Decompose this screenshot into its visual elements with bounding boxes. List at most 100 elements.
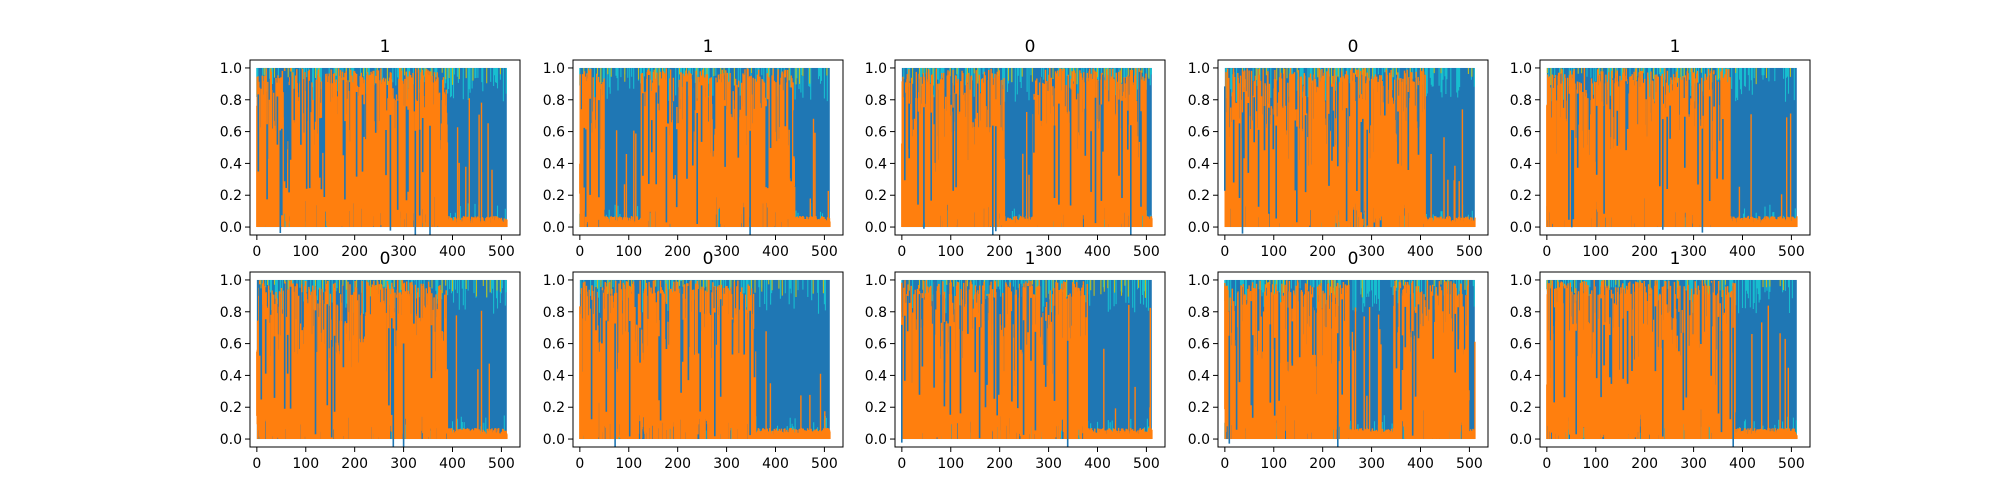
y-tick-label: 0.6 (1188, 337, 1210, 353)
y-tick-label: 0.4 (1188, 156, 1210, 172)
x-tick-label: 500 (1778, 456, 1805, 472)
y-tick-label: 0.0 (865, 432, 887, 448)
axes-frame (1217, 59, 1489, 236)
y-tick-label: 0.4 (865, 368, 887, 384)
series-blue-streaks (1224, 72, 1420, 234)
subplot-title: 1 (1025, 249, 1036, 269)
x-tick-label: 100 (1260, 244, 1287, 260)
y-tick-label: 1.0 (220, 273, 242, 289)
series-orange (1546, 68, 1798, 227)
x-tick-label: 0 (897, 244, 906, 260)
x-tick-label: 100 (292, 244, 319, 260)
x-tick-label: 100 (292, 456, 319, 472)
x-tick-label: 200 (1631, 456, 1658, 472)
x-tick-label: 200 (986, 244, 1013, 260)
x-tick-label: 300 (1358, 244, 1385, 260)
x-tick-label: 500 (1778, 244, 1805, 260)
y-tick-label: 0.8 (220, 93, 242, 109)
x-tick-label: 400 (1407, 244, 1434, 260)
y-tick-label: 1.0 (1188, 61, 1210, 77)
y-tick-label: 0.0 (1510, 432, 1532, 448)
x-tick-label: 100 (615, 244, 642, 260)
subplot-title: 1 (1670, 249, 1681, 269)
x-tick-label: 400 (1084, 456, 1111, 472)
x-tick-label: 400 (1729, 244, 1756, 260)
x-tick-label: 400 (1407, 456, 1434, 472)
subplot-title: 0 (1025, 37, 1036, 57)
y-tick-label: 1.0 (1510, 273, 1532, 289)
x-tick-label: 200 (664, 244, 691, 260)
y-tick-label: 0.2 (1188, 400, 1210, 416)
y-tick-label: 0.6 (1188, 125, 1210, 141)
x-tick-label: 300 (713, 456, 740, 472)
series-blue-streaks (590, 281, 756, 447)
subplot-panel-7: 0.0 0.2 0.4 0.6 0.8 1.0 0 100 200 300 400 500 0 (543, 249, 844, 472)
axes-frame (894, 59, 1166, 236)
subplot-panel-10: 0.0 0.2 0.4 0.6 0.8 1.0 0 100 200 300 400 500 1 (1510, 249, 1811, 472)
x-tick-label: 500 (811, 456, 838, 472)
x-tick-label: 500 (1456, 244, 1483, 260)
y-tick-label: 0.6 (220, 125, 242, 141)
x-tick-label: 500 (811, 244, 838, 260)
subplot-panel-4: 0.0 0.2 0.4 0.6 0.8 1.0 0 100 200 300 400 500 0 (1188, 37, 1489, 260)
y-tick-label: 1.0 (865, 273, 887, 289)
y-tick-label: 0.2 (543, 400, 565, 416)
y-tick-label: 1.0 (865, 61, 887, 77)
x-tick-label: 300 (1035, 244, 1062, 260)
y-tick-label: 0.8 (1188, 305, 1210, 321)
y-tick-label: 0.2 (220, 400, 242, 416)
subplot-panel-5: 0.0 0.2 0.4 0.6 0.8 1.0 0 100 200 300 400 500 1 (1510, 37, 1811, 260)
x-tick-label: 100 (937, 244, 964, 260)
y-tick-label: 0.4 (865, 156, 887, 172)
x-tick-label: 200 (1309, 244, 1336, 260)
x-tick-label: 200 (664, 456, 691, 472)
series-orange (1546, 280, 1798, 439)
subplot-panel-3: 0.0 0.2 0.4 0.6 0.8 1.0 0 100 200 300 400 500 0 (865, 37, 1166, 260)
axes-frame (1217, 271, 1489, 448)
panel-series-group (256, 279, 508, 447)
panel-series-group (1224, 67, 1476, 234)
axes-frame (1539, 271, 1811, 448)
series-blue-streaks (1228, 284, 1459, 447)
y-tick-label: 0.6 (865, 337, 887, 353)
x-tick-label: 100 (1582, 456, 1609, 472)
subplot-title: 0 (380, 249, 391, 269)
y-tick-label: 0.2 (543, 188, 565, 204)
panel-series-group (901, 67, 1153, 235)
y-tick-label: 0.6 (1510, 337, 1532, 353)
y-tick-label: 0.4 (220, 156, 242, 172)
y-tick-label: 0.4 (543, 368, 565, 384)
y-tick-label: 0.8 (543, 93, 565, 109)
y-tick-label: 0.2 (220, 188, 242, 204)
panel-series-group (901, 279, 1153, 447)
y-tick-label: 1.0 (543, 273, 565, 289)
subplot-title: 1 (380, 37, 391, 57)
x-tick-label: 400 (439, 456, 466, 472)
y-tick-label: 1.0 (1510, 61, 1532, 77)
y-tick-label: 0.2 (1188, 188, 1210, 204)
x-tick-label: 500 (1133, 244, 1160, 260)
axes-frame (572, 271, 844, 448)
axes-frame (249, 59, 521, 236)
y-tick-label: 0.4 (1510, 156, 1532, 172)
y-tick-label: 0.8 (220, 305, 242, 321)
x-tick-label: 200 (341, 456, 368, 472)
x-tick-label: 0 (1220, 456, 1229, 472)
axes-frame (894, 271, 1166, 448)
x-tick-label: 300 (390, 244, 417, 260)
axes-frame (572, 59, 844, 236)
x-tick-label: 0 (252, 244, 261, 260)
subplot-panel-6: 0.0 0.2 0.4 0.6 0.8 1.0 0 100 200 300 400 500 0 (220, 249, 521, 472)
y-tick-label: 0.0 (220, 220, 242, 236)
subplot-title: 0 (1348, 249, 1359, 269)
series-blue-streaks (901, 282, 1069, 447)
x-tick-label: 500 (488, 456, 515, 472)
x-tick-label: 200 (1631, 244, 1658, 260)
panel-series-group (1546, 279, 1798, 447)
y-tick-label: 0.4 (543, 156, 565, 172)
y-tick-label: 0.2 (1510, 188, 1532, 204)
y-tick-label: 1.0 (220, 61, 242, 77)
x-tick-label: 300 (1680, 244, 1707, 260)
x-tick-label: 300 (1035, 456, 1062, 472)
y-tick-label: 0.8 (1510, 93, 1532, 109)
